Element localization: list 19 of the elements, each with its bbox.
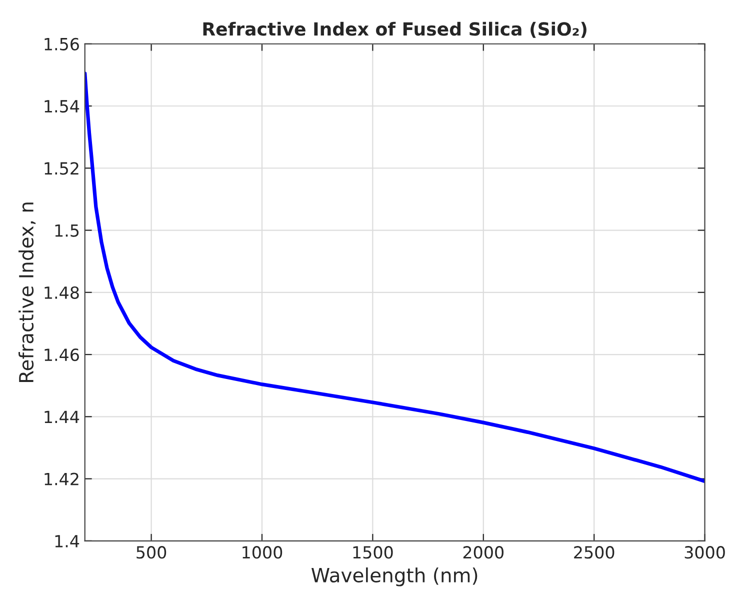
y-tick-label: 1.54 bbox=[44, 100, 80, 113]
x-tick-label: 500 bbox=[136, 546, 166, 559]
y-tick-label: 1.44 bbox=[44, 410, 80, 423]
x-tick-label: 2500 bbox=[574, 546, 614, 559]
y-axis-title: Refractive Index, n bbox=[18, 202, 36, 382]
y-tick-label: 1.46 bbox=[44, 348, 79, 362]
y-tick-label: 1.42 bbox=[44, 472, 78, 486]
x-tick-label: 3000 bbox=[684, 546, 725, 559]
line-series bbox=[84, 72, 705, 484]
x-axis-title: Wavelength (nm) bbox=[311, 567, 478, 586]
y-tick-label: 1.56 bbox=[44, 38, 79, 50]
x-tick-label: 1000 bbox=[242, 546, 282, 559]
y-tick-label: 1.4 bbox=[55, 535, 80, 548]
y-tick-label: 1.52 bbox=[44, 162, 78, 175]
chart-title: Refractive Index of Fused Silica (SiO₂) bbox=[203, 22, 586, 38]
x-tick-label: 2000 bbox=[463, 546, 504, 559]
y-tick-label: 1.5 bbox=[55, 224, 79, 237]
x-tick-label: 1500 bbox=[353, 546, 393, 559]
y-tick-label: 1.48 bbox=[44, 286, 79, 299]
